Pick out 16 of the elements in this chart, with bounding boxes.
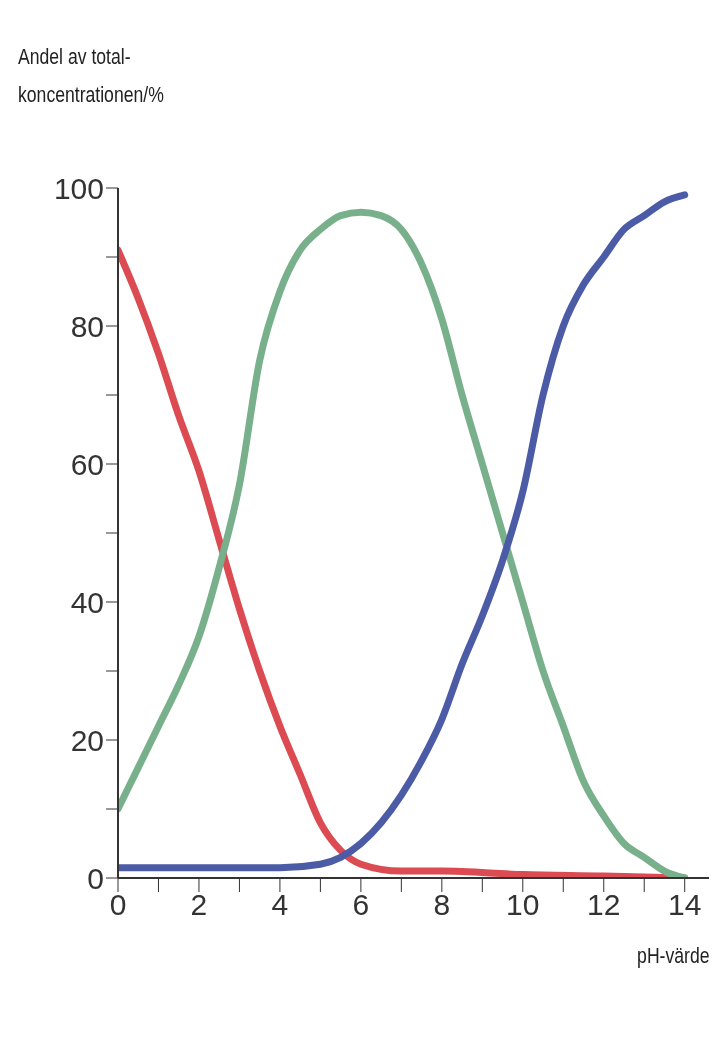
- y-axis-title: Andel av total- koncentrationen/%: [18, 43, 164, 109]
- x-tick-label: 10: [506, 888, 540, 922]
- y-tick-label: 60: [70, 447, 104, 481]
- y-tick-label: 0: [87, 861, 104, 895]
- y-tick-label: 100: [53, 171, 104, 205]
- y-tick-label: 40: [70, 585, 104, 619]
- y-tick-label: 80: [70, 309, 104, 343]
- x-tick-label: 6: [352, 888, 370, 922]
- x-tick-label: 14: [668, 888, 702, 922]
- x-tick-label: 2: [190, 888, 208, 922]
- x-axis-title: pH-värde: [636, 943, 709, 969]
- x-tick-label: 12: [587, 888, 621, 922]
- x-tick-label: 0: [109, 888, 127, 922]
- x-tick-label: 4: [271, 888, 289, 922]
- x-tick-label: 8: [433, 888, 451, 922]
- y-tick-label: 20: [70, 723, 104, 757]
